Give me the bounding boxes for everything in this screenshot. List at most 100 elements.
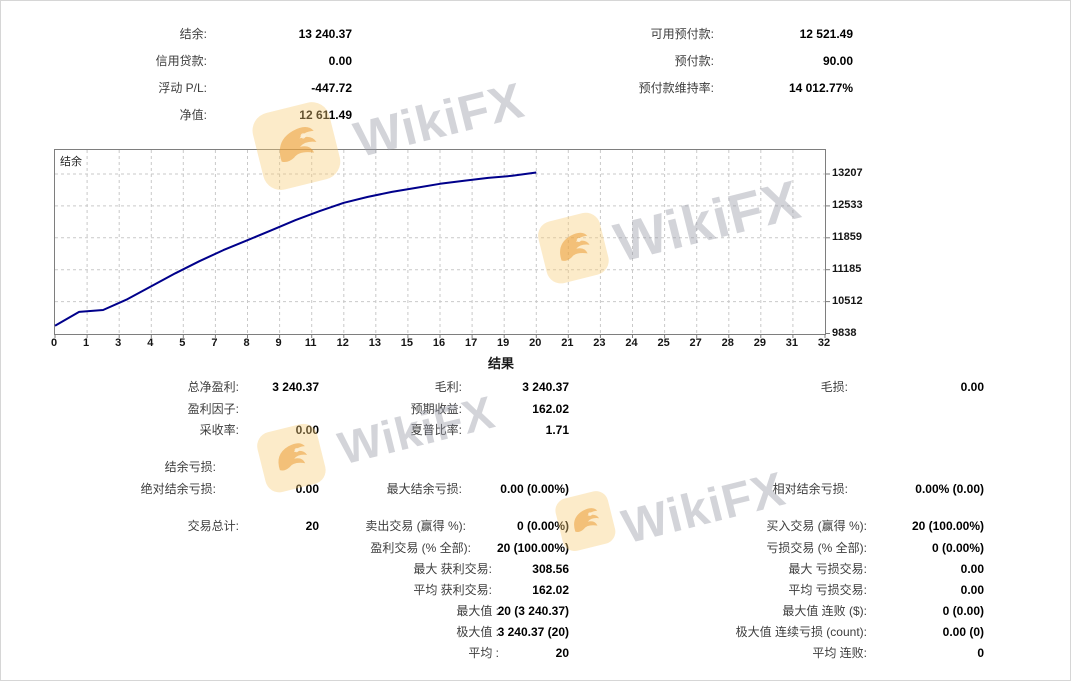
result-row: 最大结余亏损: 0.00 (0.00%) xyxy=(1,481,1070,497)
stat-value: 0.00 (0.00%) xyxy=(500,482,569,496)
x-tick-label: 9 xyxy=(275,337,282,349)
stat-label: 绝对结余亏损: xyxy=(140,482,216,496)
margin-level-value: 14 012.77% xyxy=(788,81,853,95)
x-tick-label: 27 xyxy=(689,337,702,349)
balance-line xyxy=(54,171,537,327)
stat-value: 0.00 xyxy=(960,380,984,394)
result-row: 采收率: 0.00 xyxy=(1,422,1070,438)
stat-label: 平均 亏损交易: xyxy=(788,583,867,597)
stat-value: 0 (0.00%) xyxy=(931,541,984,555)
x-tick-label: 23 xyxy=(593,337,606,349)
stat-value: 308.56 xyxy=(532,562,569,576)
y-tick-label: 13207 xyxy=(832,167,863,180)
stat-value: 0.00 xyxy=(960,583,984,597)
free-margin-value: 12 521.49 xyxy=(799,27,853,41)
result-row: 平均 获利交易: 162.02 xyxy=(1,582,1070,598)
free-margin-row: 可用预付款: 12 521.49 xyxy=(1,26,1070,42)
stat-label: 盈利交易 (% 全部): xyxy=(370,541,471,555)
result-row: 交易总计: 20 xyxy=(1,518,1070,534)
stat-value: 3 240.37 xyxy=(272,380,319,394)
floating-pl-label: 浮动 P/L: xyxy=(158,81,207,95)
stat-label: 毛利: xyxy=(434,380,462,394)
stat-label: 交易总计: xyxy=(187,519,239,533)
margin-label: 预付款: xyxy=(674,54,714,68)
margin-level-label: 预付款维持率: xyxy=(638,81,714,95)
stat-value: 0.00 (0) xyxy=(942,625,984,639)
credit-label: 信用贷款: xyxy=(155,54,207,68)
stat-value: 162.02 xyxy=(532,583,569,597)
stat-value: 20 xyxy=(555,646,569,660)
chart-legend: 结余 xyxy=(60,156,82,168)
stat-label: 平均 : xyxy=(468,646,499,660)
stat-value: 0 (0.00) xyxy=(942,604,984,618)
result-row: 最大 获利交易: 308.56 xyxy=(1,561,1070,577)
x-tick-label: 15 xyxy=(400,337,414,349)
x-tick-label: 31 xyxy=(785,337,799,349)
stat-label: 极大值 连续亏损 (count): xyxy=(735,625,867,639)
result-row: 预期收益: 162.02 xyxy=(1,401,1070,417)
stat-value: 20 (100.00%) xyxy=(496,541,569,555)
y-tick-label: 11859 xyxy=(832,230,862,243)
credit-value: 0.00 xyxy=(328,54,352,68)
y-tick-label: 10512 xyxy=(832,294,863,307)
x-tick-label: 24 xyxy=(625,337,638,349)
x-tick-label: 3 xyxy=(115,337,122,349)
floating-pl-value: -447.72 xyxy=(311,81,352,95)
equity-label: 净值: xyxy=(179,108,207,122)
x-tick-label: 19 xyxy=(497,337,510,349)
balance-label: 结余: xyxy=(179,27,207,41)
balance-chart-plot xyxy=(54,150,830,338)
x-tick-label: 1 xyxy=(83,337,90,349)
x-tick-label: 32 xyxy=(817,337,831,349)
y-tick-label: 9838 xyxy=(832,326,857,339)
result-row: 盈利交易 (% 全部): 20 (100.00%) xyxy=(1,540,1070,556)
stat-label: 平均 连败: xyxy=(812,646,867,660)
result-row: 毛损: 0.00 xyxy=(1,379,1070,395)
stat-value: 3 240.37 (20) xyxy=(497,625,569,639)
result-row: 极大值 连续亏损 (count): 0.00 (0) xyxy=(1,624,1070,640)
stat-label: 最大值 : xyxy=(456,604,499,618)
results-header: 结果 xyxy=(487,356,514,371)
result-row: 买入交易 (赢得 %): 20 (100.00%) xyxy=(1,518,1070,534)
result-row: 相对结余亏损: 0.00% (0.00) xyxy=(1,481,1070,497)
result-row: 毛利: 3 240.37 xyxy=(1,379,1070,395)
margin-value: 90.00 xyxy=(822,54,853,68)
x-tick-label: 13 xyxy=(368,337,381,349)
balance-row: 结余: 13 240.37 xyxy=(1,26,1070,42)
stat-label: 结余亏损: xyxy=(164,460,216,474)
x-tick-label: 5 xyxy=(179,337,186,349)
stat-label: 亏损交易 (% 全部): xyxy=(766,541,867,555)
result-row: 卖出交易 (赢得 %): 0 (0.00%) xyxy=(1,518,1070,534)
stat-value: 20 (3 240.37) xyxy=(497,604,569,618)
stat-label: 最大 获利交易: xyxy=(413,562,492,576)
stat-label: 买入交易 (赢得 %): xyxy=(766,519,867,533)
equity-value: 12 611.49 xyxy=(299,108,352,122)
stat-label: 最大结余亏损: xyxy=(386,482,462,496)
balance-chart: 结余 xyxy=(54,149,830,338)
result-row: 夏普比率: 1.71 xyxy=(1,422,1070,438)
floating-pl-row: 浮动 P/L: -447.72 xyxy=(1,80,1070,96)
stat-value: 0 xyxy=(977,646,984,660)
result-row: 绝对结余亏损: 0.00 xyxy=(1,481,1070,497)
stat-label: 总净盈利: xyxy=(187,380,239,394)
balance-value: 13 240.37 xyxy=(298,27,352,41)
stat-label: 采收率: xyxy=(199,423,239,437)
result-row: 最大值 连败 ($): 0 (0.00) xyxy=(1,603,1070,619)
result-row: 总净盈利: 3 240.37 xyxy=(1,379,1070,395)
x-tick-label: 17 xyxy=(464,337,478,349)
result-row: 盈利因子: xyxy=(1,401,1070,417)
result-row: 最大值 :20 (3 240.37) xyxy=(1,603,1070,619)
stat-label: 卖出交易 (赢得 %): xyxy=(365,519,466,533)
credit-row: 信用贷款: 0.00 xyxy=(1,53,1070,69)
stat-value: 1.71 xyxy=(545,423,569,437)
stat-label: 毛损: xyxy=(820,380,848,394)
stat-value: 0.00 xyxy=(960,562,984,576)
result-row: 亏损交易 (% 全部): 0 (0.00%) xyxy=(1,540,1070,556)
x-tick-label: 21 xyxy=(561,337,574,349)
stat-value: 0 (0.00%) xyxy=(516,519,569,533)
x-tick-label: 0 xyxy=(50,337,58,349)
result-row: 平均 连败: 0 xyxy=(1,645,1070,661)
x-tick-label: 8 xyxy=(243,337,250,349)
equity-row: 净值: 12 611.49 xyxy=(1,107,1070,123)
